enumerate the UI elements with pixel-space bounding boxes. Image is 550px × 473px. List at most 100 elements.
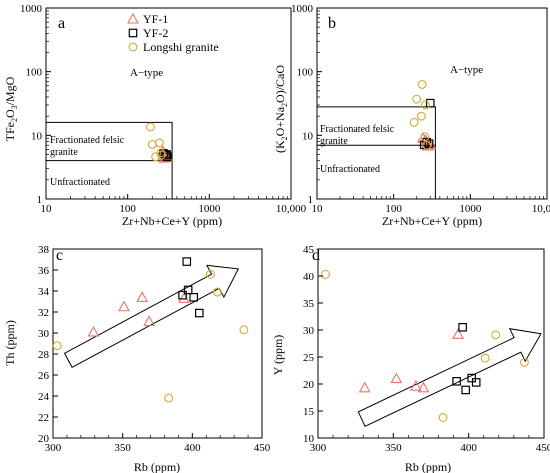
y-tick-label: 10 bbox=[303, 433, 315, 445]
panel-b-point-longshi bbox=[412, 94, 422, 104]
x-tick-label: 300 bbox=[45, 442, 62, 454]
panel-d-ylabel: Y (ppm) bbox=[271, 335, 285, 376]
panel-d-point-longshi bbox=[480, 353, 490, 363]
y-tick-label: 10 bbox=[302, 130, 314, 142]
panel-d-point-longshi bbox=[491, 330, 501, 340]
panel-c-point-yf2 bbox=[182, 257, 192, 266]
panel-a-region-a-type: A−type bbox=[130, 67, 163, 79]
panel-c-frame bbox=[52, 248, 263, 439]
panel-c-label: c bbox=[56, 247, 63, 264]
y-tick-label: 22 bbox=[38, 412, 49, 424]
panel-d-label: d bbox=[312, 247, 320, 264]
panel-a-region-unfractionated: Unfractionated bbox=[50, 177, 110, 188]
panel-d-point-yf2 bbox=[452, 377, 461, 386]
legend-label-yf2: YF-2 bbox=[143, 26, 168, 40]
y-tick-label: 35 bbox=[303, 298, 315, 310]
panel-c-point-yf1 bbox=[87, 325, 100, 337]
y-tick-label: 30 bbox=[303, 325, 315, 337]
panel-d-trend-arrow bbox=[357, 328, 542, 427]
panel-c-point-longshi bbox=[239, 325, 249, 335]
x-tick-label: 1000 bbox=[459, 203, 482, 215]
panel-c-point-yf2 bbox=[195, 308, 204, 318]
panel-a-point-longshi bbox=[154, 138, 164, 148]
panel-a-region-fractionated-2: granite bbox=[50, 147, 78, 158]
panel-d-point-longshi bbox=[438, 413, 448, 422]
panel-c-ylabel: Th (ppm) bbox=[3, 320, 17, 366]
panel-c-point-yf1 bbox=[118, 300, 130, 312]
x-tick-label: 400 bbox=[460, 442, 477, 454]
x-tick-label: 350 bbox=[385, 442, 402, 454]
y-tick-label: 1000 bbox=[20, 3, 43, 15]
y-tick-label: 32 bbox=[38, 307, 49, 319]
panel-c-point-longshi bbox=[52, 341, 62, 351]
panel-b-label: b bbox=[328, 15, 336, 32]
y-tick-label: 20 bbox=[303, 379, 315, 391]
field-boundaries bbox=[46, 106, 436, 199]
panel-b-xlabel: Zr+Nb+Ce+Y (ppm) bbox=[382, 214, 482, 228]
panel-b-point-yf2 bbox=[425, 98, 435, 108]
panel-c-point-yf1 bbox=[136, 291, 149, 302]
panel-b-region-unfractionated: Unfractionated bbox=[320, 164, 380, 175]
panel-b-point-longshi bbox=[422, 140, 432, 150]
y-tick-label: 45 bbox=[303, 244, 315, 256]
panel-d-point-yf1 bbox=[358, 381, 371, 393]
panel-d-point-yf1 bbox=[452, 328, 465, 339]
trend-arrows bbox=[63, 264, 542, 427]
panel-d-point-yf2 bbox=[467, 373, 476, 383]
panel-b-point-longshi bbox=[417, 79, 427, 89]
x-tick-label: 300 bbox=[310, 442, 327, 454]
panel-a-ylabel: TFe2O3/MgO bbox=[3, 76, 19, 141]
panel-c-point-longshi bbox=[205, 269, 215, 279]
panel-d-point-yf1 bbox=[417, 381, 430, 393]
panel-b-region-a-type: A−type bbox=[450, 64, 483, 76]
axis-ticks: 10100100010,000110100100010100100010,000… bbox=[20, 3, 550, 454]
panel-b-point-longshi bbox=[409, 117, 419, 127]
panel-d-point-yf1 bbox=[390, 372, 403, 384]
panel-d-point-yf2 bbox=[458, 323, 467, 332]
panel-d-point-yf1 bbox=[409, 380, 422, 391]
y-tick-label: 100 bbox=[297, 67, 314, 79]
x-tick-label: 100 bbox=[119, 203, 136, 215]
panel-b-region-fractionated-1: Fractionated felsic bbox=[320, 124, 395, 135]
x-tick-label: 10 bbox=[41, 203, 53, 215]
panel-a-point-longshi bbox=[147, 139, 157, 149]
panel-b-point-yf2 bbox=[422, 137, 432, 147]
panel-d-point-longshi bbox=[321, 269, 330, 279]
panel-a-field-boundary bbox=[46, 121, 173, 199]
panel-a-point-longshi bbox=[145, 122, 155, 132]
panel-d-point-yf2 bbox=[471, 378, 481, 387]
x-tick-label: 1000 bbox=[198, 203, 221, 215]
panel-a-region-fractionated-1: Fractionated felsic bbox=[50, 135, 125, 146]
panel-c-point-yf1 bbox=[178, 292, 190, 303]
legend-marker-longshi bbox=[128, 42, 138, 52]
panel-b-point-yf2 bbox=[424, 139, 434, 148]
data-points bbox=[52, 79, 529, 422]
panel-b-ylabel: (K2O+Na2O)/CaO bbox=[273, 65, 289, 153]
x-tick-label: 10,000 bbox=[532, 203, 550, 215]
x-tick-label: 350 bbox=[114, 442, 131, 454]
panel-a-point-yf2 bbox=[162, 150, 171, 159]
y-tick-label: 100 bbox=[26, 67, 43, 79]
x-tick-label: 450 bbox=[536, 442, 550, 454]
y-tick-label: 28 bbox=[38, 349, 50, 361]
y-tick-label: 38 bbox=[38, 244, 50, 256]
panel-b-region-fractionated-2: granite bbox=[320, 136, 348, 147]
x-tick-label: 100 bbox=[385, 203, 402, 215]
panel-c-point-longshi bbox=[164, 393, 174, 403]
panel-c-point-yf1 bbox=[143, 315, 156, 327]
panel-frames bbox=[45, 7, 548, 439]
panel-d-point-yf2 bbox=[461, 385, 470, 395]
legend-label-yf1: YF-1 bbox=[143, 12, 168, 26]
legend-marker-yf2 bbox=[128, 28, 138, 38]
x-tick-label: 10 bbox=[312, 203, 324, 215]
panel-c-point-yf2 bbox=[178, 290, 187, 300]
legend: YF-1 YF-2 Longshi granite bbox=[127, 12, 219, 54]
y-tick-label: 30 bbox=[38, 328, 50, 340]
panel-a-label: a bbox=[58, 15, 65, 32]
panel-b-point-longshi bbox=[416, 111, 426, 121]
panel-d-xlabel: Rb (ppm) bbox=[405, 460, 451, 473]
y-tick-label: 40 bbox=[303, 271, 315, 283]
y-tick-label: 1 bbox=[37, 194, 43, 206]
legend-markers bbox=[127, 12, 139, 52]
